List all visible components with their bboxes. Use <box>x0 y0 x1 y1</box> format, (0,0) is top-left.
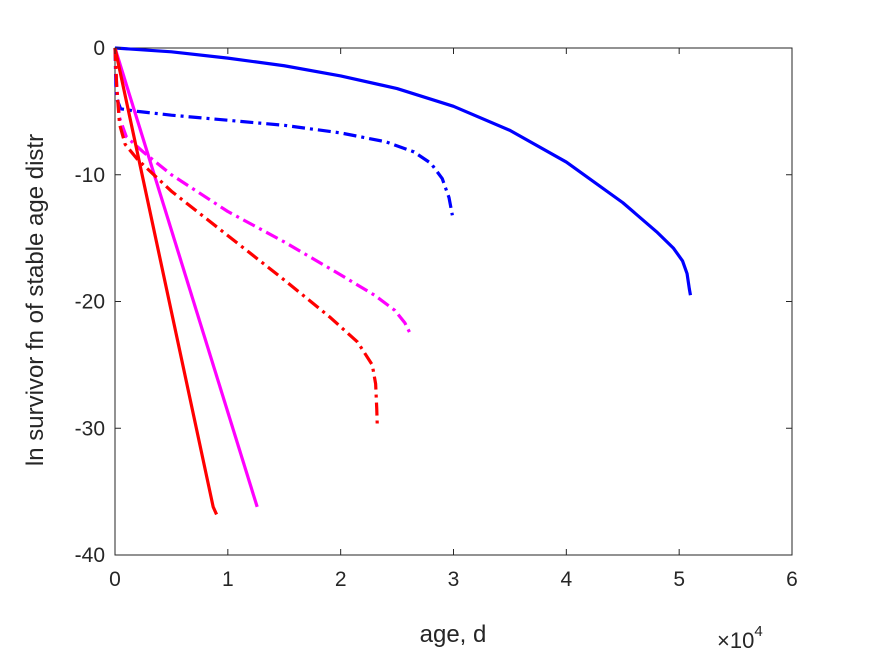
x-tick-label: 5 <box>673 568 685 591</box>
series-line-0 <box>114 46 693 296</box>
x-tick-labels: 0 1 2 3 4 5 6 <box>109 568 798 591</box>
x-tick-label: 3 <box>448 568 460 591</box>
ticks-layer <box>114 47 793 556</box>
series-line-4 <box>113 47 219 516</box>
series-layer <box>113 46 693 516</box>
y-tick-label: -30 <box>75 417 105 440</box>
svg-text:×104: ×104 <box>717 623 763 653</box>
y-tick-label: -40 <box>75 544 105 567</box>
y-tick-labels: 0 -10 -20 -30 -40 <box>75 37 105 567</box>
y-tick-label: 0 <box>93 37 105 60</box>
series-line-5 <box>113 47 379 429</box>
x-exponent-label: ×104 <box>717 623 763 653</box>
y-axis-label: ln survivor fn of stable age distr <box>22 134 49 466</box>
plot-area <box>114 47 793 556</box>
x-axis-label: age, d <box>420 621 487 648</box>
x-tick-label: 2 <box>335 568 347 591</box>
x-tick-label: 4 <box>560 568 572 591</box>
x-tick-label: 0 <box>109 568 121 591</box>
series-line-2 <box>113 47 259 508</box>
y-tick-label: -20 <box>75 291 105 314</box>
x-exponent-prefix: ×10 <box>717 628 754 653</box>
x-exponent: 4 <box>754 623 762 640</box>
x-tick-label: 1 <box>222 568 234 591</box>
series-line-3 <box>113 47 413 336</box>
y-tick-label: -10 <box>75 164 105 187</box>
x-tick-label: 6 <box>786 568 798 591</box>
